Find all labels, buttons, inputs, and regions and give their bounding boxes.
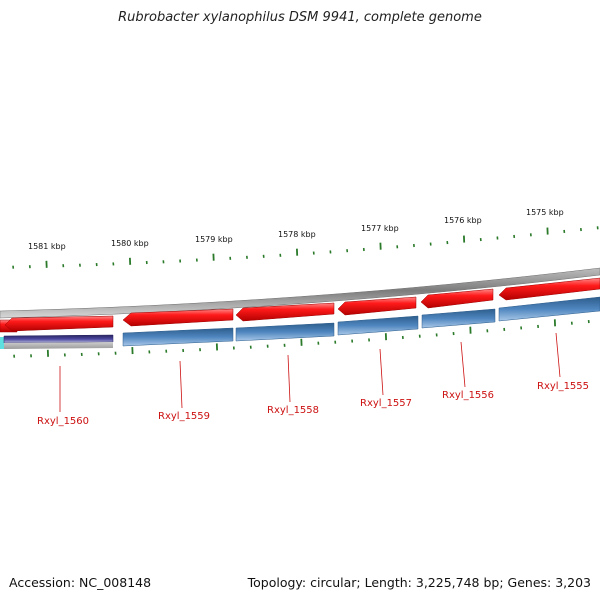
kbp-label: 1581 kbp [28,242,66,251]
reverse-feature [337,315,419,336]
reverse-feature [235,322,335,342]
gene-label: Rxyl_1555 [537,381,589,392]
gene-label: Rxyl_1559 [158,411,210,422]
kbp-label: 1575 kbp [526,208,564,217]
reverse-feature [122,327,234,347]
kbp-label: 1578 kbp [278,230,316,239]
forward-feature [420,288,494,309]
kbp-label: 1579 kbp [195,235,233,244]
gene-leader-line [460,341,466,388]
reverse-strand-track [0,296,600,349]
gene-labels: Rxyl_1560 Rxyl_1559 Rxyl_1558 Rxyl_1557 … [37,381,589,427]
forward-feature [498,277,600,301]
map-title: Rubrobacter xylanophilus DSM 9941, compl… [118,10,482,25]
reverse-feature-shadow [4,342,113,349]
kbp-label: 1580 kbp [111,239,149,248]
outer-tick-ruler [12,226,599,269]
reverse-feature-start [0,337,4,349]
reverse-feature [421,308,496,329]
gene-label: Rxyl_1560 [37,416,89,427]
kbp-labels: 1581 kbp 1580 kbp 1579 kbp 1578 kbp 1577… [28,208,564,251]
forward-strand-track [0,277,600,333]
genome-summary-text: Topology: circular; Length: 3,225,748 bp… [247,575,591,590]
gene-leader-line [287,354,291,403]
gene-label: Rxyl_1556 [442,390,494,401]
forward-feature [122,308,234,327]
reverse-feature [498,296,600,322]
gene-leader-line [379,348,384,396]
gene-label: Rxyl_1557 [360,398,412,409]
gene-leader-line [179,360,183,409]
forward-feature [337,296,417,316]
gene-label: Rxyl_1558 [267,405,319,416]
forward-feature [4,315,114,332]
reverse-feature [3,334,114,344]
accession-text: Accession: NC_008148 [9,575,152,590]
kbp-label: 1577 kbp [361,224,399,233]
forward-feature [235,302,335,322]
inner-tick-ruler [13,319,590,358]
gene-leader-lines [59,332,561,412]
kbp-label: 1576 kbp [444,216,482,225]
gene-leader-line [555,332,561,378]
